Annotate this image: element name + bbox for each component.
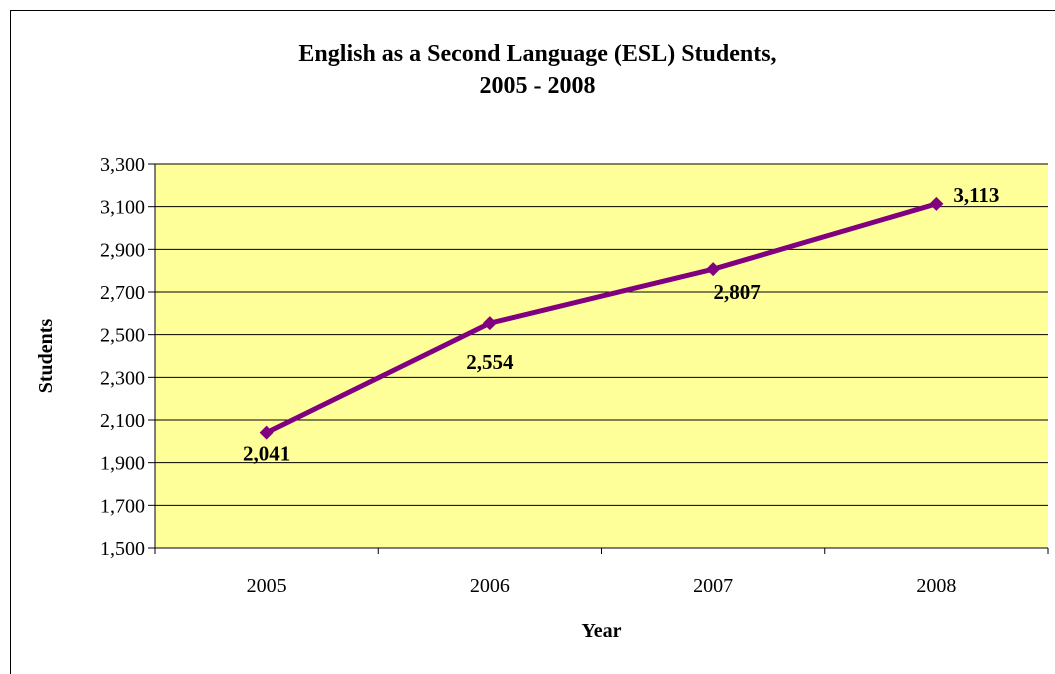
- x-tick-label: 2007: [693, 575, 733, 597]
- series-line: [265, 201, 938, 435]
- data-point-marker: [929, 196, 944, 211]
- x-tick-label: 2008: [916, 575, 956, 597]
- y-tick-label: 3,100: [100, 197, 145, 219]
- x-axis-title: Year: [582, 620, 622, 642]
- x-tick-label: 2006: [470, 575, 510, 597]
- y-tick-label: 2,900: [100, 239, 145, 261]
- y-tick-label: 1,500: [100, 538, 145, 560]
- data-point-marker: [259, 425, 274, 440]
- data-point-marker: [482, 316, 497, 331]
- data-label: 2,554: [466, 350, 514, 374]
- y-axis-title: Students: [35, 319, 57, 394]
- y-tick-label: 1,900: [100, 453, 145, 475]
- plot-area: [155, 164, 1048, 548]
- y-tick-label: 2,700: [100, 282, 145, 304]
- data-point-marker: [706, 262, 721, 277]
- data-label: 2,807: [714, 280, 761, 304]
- data-label: 2,041: [243, 442, 290, 466]
- y-tick-label: 2,100: [100, 410, 145, 432]
- y-tick-label: 2,500: [100, 325, 145, 347]
- chart-title: English as a Second Language (ESL) Stude…: [0, 38, 1055, 102]
- data-label: 3,113: [953, 183, 999, 207]
- y-tick-label: 3,300: [100, 154, 145, 176]
- chart-title-line2: 2005 - 2008: [479, 73, 596, 99]
- x-tick-label: 2005: [247, 575, 287, 597]
- y-tick-label: 2,300: [100, 367, 145, 389]
- y-tick-label: 1,700: [100, 495, 145, 517]
- chart-title-line1: English as a Second Language (ESL) Stude…: [298, 41, 777, 67]
